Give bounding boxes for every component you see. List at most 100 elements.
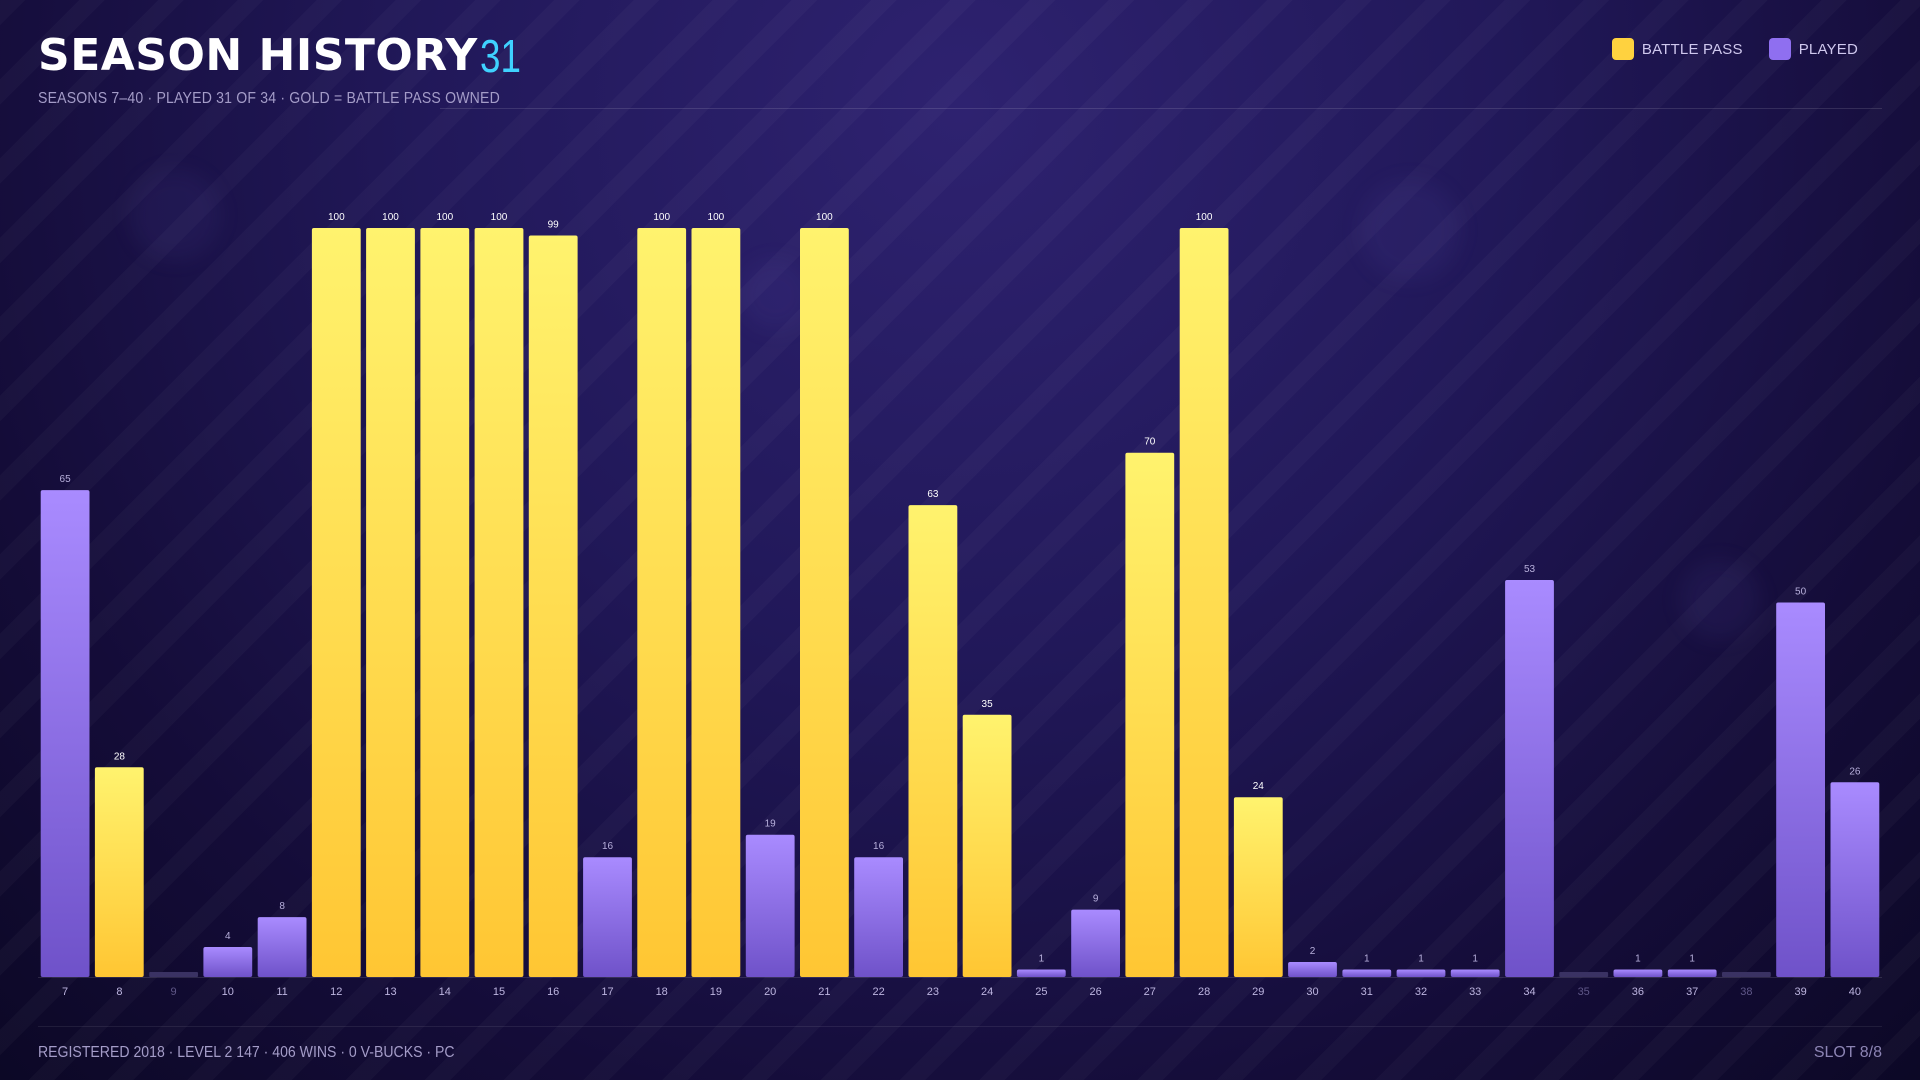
season-bar-21[interactable] bbox=[800, 228, 849, 977]
bar-value-label-20: 19 bbox=[765, 819, 777, 830]
x-tick-label-39: 39 bbox=[1794, 986, 1806, 998]
legend-label-battle-pass: BATTLE PASS bbox=[1641, 40, 1743, 58]
chart-legend: BATTLE PASS PLAYED bbox=[1611, 38, 1858, 60]
season-bar-empty-35 bbox=[1559, 972, 1609, 977]
season-bar-10[interactable] bbox=[203, 947, 253, 977]
season-bar-30[interactable] bbox=[1288, 962, 1337, 977]
x-tick-label-10: 10 bbox=[222, 986, 234, 998]
x-tick-label-9: 9 bbox=[171, 986, 177, 998]
season-bar-12[interactable] bbox=[311, 228, 361, 977]
footer-divider bbox=[38, 1026, 1882, 1027]
season-bar-7[interactable] bbox=[40, 490, 90, 977]
bar-value-label-21: 100 bbox=[816, 212, 833, 223]
page-subtitle: SEASONS 7–40 · PLAYED 31 OF 34 · GOLD = … bbox=[38, 90, 500, 107]
season-bar-24[interactable] bbox=[962, 714, 1012, 977]
season-bar-28[interactable] bbox=[1179, 228, 1229, 977]
page-title: SEASON HISTORY bbox=[38, 30, 478, 81]
background-bokeh bbox=[1680, 560, 1760, 640]
season-bar-11[interactable] bbox=[257, 917, 307, 977]
bar-value-label-17: 16 bbox=[602, 841, 614, 852]
bar-value-label-11: 8 bbox=[279, 901, 285, 912]
x-tick-label-11: 11 bbox=[276, 986, 287, 998]
season-bar-13[interactable] bbox=[366, 228, 415, 977]
season-bar-empty-38 bbox=[1722, 972, 1771, 977]
season-bar-19[interactable] bbox=[691, 228, 741, 977]
season-bar-33[interactable] bbox=[1450, 969, 1500, 978]
x-tick-label-19: 19 bbox=[710, 986, 722, 998]
legend-item-battle-pass: BATTLE PASS bbox=[1611, 38, 1743, 60]
bar-value-label-15: 100 bbox=[491, 212, 508, 223]
x-tick-label-21: 21 bbox=[818, 986, 830, 998]
bar-value-label-14: 100 bbox=[436, 212, 453, 223]
bar-value-label-33: 1 bbox=[1472, 954, 1478, 965]
x-tick-label-36: 36 bbox=[1632, 986, 1644, 998]
season-bar-14[interactable] bbox=[420, 228, 470, 977]
x-tick-label-26: 26 bbox=[1089, 986, 1101, 998]
season-bar-18[interactable] bbox=[637, 228, 687, 977]
bar-value-label-30: 2 bbox=[1310, 946, 1316, 957]
x-tick-label-40: 40 bbox=[1849, 986, 1861, 998]
bar-value-label-26: 9 bbox=[1093, 894, 1099, 905]
bar-value-label-36: 1 bbox=[1635, 954, 1641, 965]
season-bar-36[interactable] bbox=[1613, 969, 1663, 978]
season-bar-16[interactable] bbox=[528, 235, 578, 978]
season-bar-32[interactable] bbox=[1396, 969, 1446, 978]
bar-value-label-7: 65 bbox=[60, 474, 72, 485]
x-tick-label-30: 30 bbox=[1306, 986, 1318, 998]
bar-value-label-25: 1 bbox=[1039, 954, 1045, 965]
season-bar-25[interactable] bbox=[1016, 969, 1066, 978]
bar-value-label-10: 4 bbox=[225, 931, 231, 942]
seasons-played-count: 31 bbox=[480, 30, 521, 82]
bar-value-label-31: 1 bbox=[1364, 954, 1370, 965]
background-bokeh bbox=[1360, 180, 1460, 280]
season-bar-17[interactable] bbox=[583, 857, 632, 977]
header-divider bbox=[440, 108, 1882, 109]
season-bar-37[interactable] bbox=[1667, 969, 1717, 978]
bar-value-label-12: 100 bbox=[328, 212, 345, 223]
x-tick-label-32: 32 bbox=[1415, 986, 1427, 998]
season-bar-22[interactable] bbox=[854, 857, 903, 977]
x-tick-label-16: 16 bbox=[547, 986, 559, 998]
legend-label-played: PLAYED bbox=[1798, 40, 1858, 58]
x-tick-label-24: 24 bbox=[981, 986, 993, 998]
x-tick-label-34: 34 bbox=[1523, 986, 1535, 998]
x-tick-label-20: 20 bbox=[764, 986, 776, 998]
x-tick-label-27: 27 bbox=[1144, 986, 1156, 998]
bar-value-label-23: 63 bbox=[927, 489, 939, 500]
season-bar-29[interactable] bbox=[1233, 797, 1283, 977]
season-bar-26[interactable] bbox=[1071, 909, 1120, 977]
x-tick-label-17: 17 bbox=[601, 986, 613, 998]
season-bar-8[interactable] bbox=[94, 767, 144, 977]
season-bar-40[interactable] bbox=[1830, 782, 1880, 977]
season-bar-39[interactable] bbox=[1776, 602, 1825, 978]
x-tick-label-25: 25 bbox=[1035, 986, 1047, 998]
x-tick-label-33: 33 bbox=[1469, 986, 1481, 998]
bar-value-label-40: 26 bbox=[1849, 766, 1861, 777]
legend-swatch-played bbox=[1768, 38, 1791, 60]
account-stats: REGISTERED 2018 · LEVEL 2 147 · 406 WINS… bbox=[38, 1044, 455, 1061]
season-bar-empty-9 bbox=[149, 972, 198, 977]
x-tick-label-31: 31 bbox=[1361, 986, 1373, 998]
legend-item-played: PLAYED bbox=[1768, 38, 1858, 60]
x-tick-label-14: 14 bbox=[439, 986, 451, 998]
bar-value-label-13: 100 bbox=[382, 212, 399, 223]
x-tick-label-13: 13 bbox=[384, 986, 396, 998]
bar-value-label-39: 50 bbox=[1795, 587, 1807, 598]
season-bar-15[interactable] bbox=[474, 228, 524, 977]
x-tick-label-23: 23 bbox=[927, 986, 939, 998]
season-bar-23[interactable] bbox=[908, 505, 958, 977]
bar-value-label-32: 1 bbox=[1418, 954, 1424, 965]
bar-value-label-28: 100 bbox=[1196, 212, 1213, 223]
x-tick-label-38: 38 bbox=[1740, 986, 1752, 998]
season-bar-34[interactable] bbox=[1505, 580, 1554, 977]
season-bar-27[interactable] bbox=[1125, 452, 1175, 977]
x-tick-label-37: 37 bbox=[1686, 986, 1698, 998]
x-tick-label-29: 29 bbox=[1252, 986, 1264, 998]
background-bokeh bbox=[740, 260, 810, 330]
bar-value-label-24: 35 bbox=[982, 699, 994, 710]
season-bar-31[interactable] bbox=[1342, 969, 1392, 978]
bar-value-label-18: 100 bbox=[653, 212, 670, 223]
season-bar-20[interactable] bbox=[745, 834, 795, 977]
bar-value-label-27: 70 bbox=[1144, 437, 1156, 448]
